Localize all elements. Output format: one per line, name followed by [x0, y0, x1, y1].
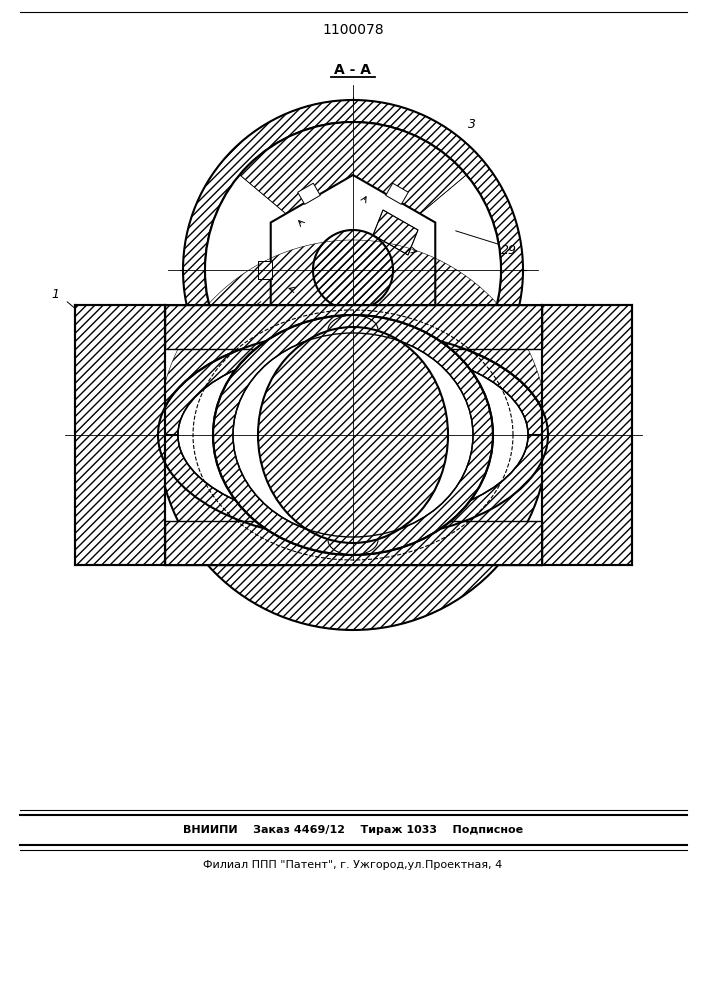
Text: Филиал ППП "Патент", г. Ужгород,ул.Проектная, 4: Филиал ППП "Патент", г. Ужгород,ул.Проек… — [204, 860, 503, 870]
Circle shape — [205, 122, 501, 418]
Wedge shape — [158, 435, 548, 630]
Text: 1: 1 — [51, 288, 59, 302]
Bar — [165, 305, 542, 349]
Polygon shape — [271, 175, 436, 365]
Text: фиг.2: фиг.2 — [334, 458, 372, 472]
Ellipse shape — [158, 330, 548, 540]
Ellipse shape — [178, 347, 528, 523]
Text: 17: 17 — [563, 418, 579, 432]
Bar — [75, 305, 165, 565]
Wedge shape — [240, 270, 467, 418]
Ellipse shape — [213, 315, 493, 555]
Wedge shape — [240, 122, 467, 270]
Polygon shape — [373, 210, 418, 255]
Text: А - А: А - А — [334, 63, 371, 77]
Bar — [75, 305, 632, 565]
Text: Б - Б: Б - Б — [334, 493, 371, 507]
Text: фиг.3: фиг.3 — [334, 568, 372, 582]
Bar — [75, 305, 165, 565]
Text: ВНИИПИ    Заказ 4469/12    Тираж 1033    Подписное: ВНИИПИ Заказ 4469/12 Тираж 1033 Подписно… — [183, 825, 523, 835]
Ellipse shape — [178, 347, 528, 523]
Polygon shape — [258, 261, 272, 279]
Polygon shape — [298, 183, 320, 204]
Text: 15: 15 — [563, 454, 579, 466]
Text: 12: 12 — [179, 344, 195, 357]
Bar — [542, 305, 632, 565]
Circle shape — [183, 100, 523, 440]
Circle shape — [205, 122, 501, 418]
Ellipse shape — [178, 347, 528, 523]
Circle shape — [313, 230, 393, 310]
Bar — [165, 521, 542, 565]
Bar — [165, 305, 542, 349]
Polygon shape — [386, 183, 409, 204]
Text: 3: 3 — [563, 378, 571, 391]
Text: 13: 13 — [145, 528, 161, 542]
Ellipse shape — [233, 333, 473, 537]
Polygon shape — [298, 336, 320, 357]
Text: 1100078: 1100078 — [322, 23, 384, 37]
Text: 3: 3 — [468, 118, 476, 131]
Bar — [542, 305, 632, 565]
Ellipse shape — [258, 327, 448, 543]
Polygon shape — [386, 336, 409, 357]
Bar — [165, 521, 542, 565]
Text: 29: 29 — [501, 243, 517, 256]
Polygon shape — [258, 261, 272, 279]
